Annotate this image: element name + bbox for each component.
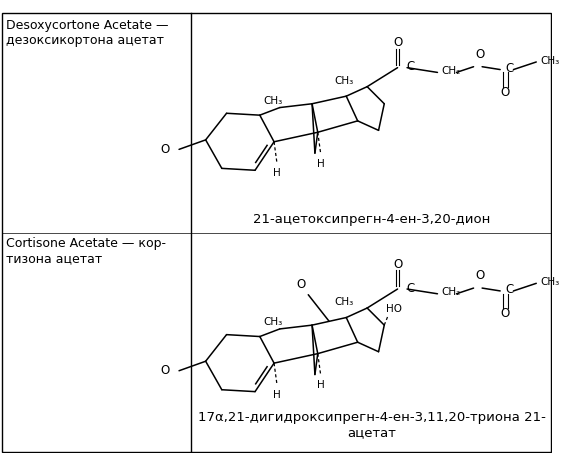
Text: O: O	[160, 364, 169, 377]
Text: O: O	[160, 143, 169, 156]
Text: HO: HO	[386, 304, 402, 314]
Text: CH₃: CH₃	[540, 56, 559, 66]
Text: O: O	[476, 269, 485, 282]
Text: 17α,21-дигидроксипрегн-4-ен-3,11,20-триона 21-
ацетат: 17α,21-дигидроксипрегн-4-ен-3,11,20-трио…	[198, 411, 546, 439]
Text: O: O	[296, 278, 305, 291]
Text: Cortisone Acetate — кор-
тизона ацетат: Cortisone Acetate — кор- тизона ацетат	[6, 237, 166, 265]
Text: CH₂: CH₂	[441, 66, 461, 75]
Text: 21-ацетоксипрегн-4-ен-3,20-дион: 21-ацетоксипрегн-4-ен-3,20-дион	[253, 213, 491, 226]
Text: CH₃: CH₃	[263, 96, 283, 106]
Text: CH₃: CH₃	[263, 317, 283, 327]
Text: H: H	[273, 390, 281, 400]
Text: Desoxycortone Acetate —
дезоксикортона ацетат: Desoxycortone Acetate — дезоксикортона а…	[6, 19, 169, 47]
Text: C: C	[506, 284, 514, 297]
Text: H: H	[317, 159, 324, 169]
Text: CH₃: CH₃	[335, 76, 354, 86]
Text: H: H	[317, 380, 324, 390]
Text: O: O	[501, 307, 510, 320]
Text: CH₃: CH₃	[540, 278, 559, 287]
Text: H: H	[273, 168, 281, 179]
Text: C: C	[406, 60, 414, 73]
Text: O: O	[393, 258, 402, 271]
Text: C: C	[406, 282, 414, 295]
Text: CH₃: CH₃	[335, 297, 354, 307]
Text: O: O	[393, 36, 402, 49]
Text: CH₂: CH₂	[441, 287, 461, 297]
Text: O: O	[501, 86, 510, 99]
Text: C: C	[506, 62, 514, 75]
Text: O: O	[476, 48, 485, 61]
